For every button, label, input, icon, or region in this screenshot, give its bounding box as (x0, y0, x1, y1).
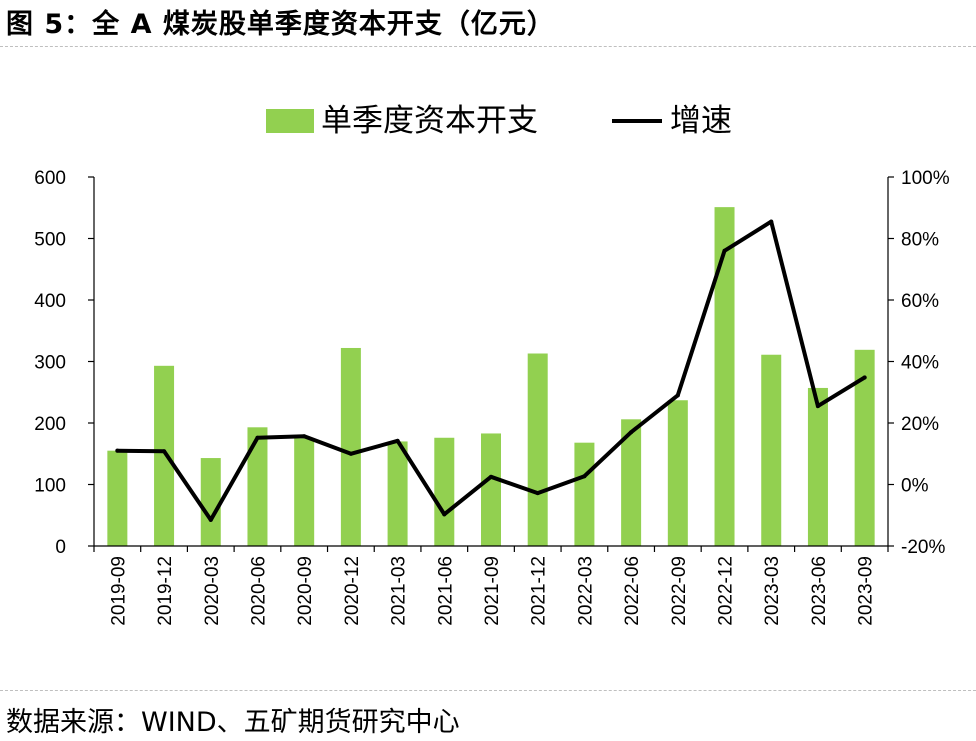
bar-2023-03 (761, 354, 782, 546)
y-right-tick-label: 100% (901, 168, 950, 189)
axes: 0 100 200 300 400 500 600 -20% 0% 20% 40% 60% 80% 100… (34, 168, 949, 626)
growth-point-2019-12 (162, 449, 167, 454)
y-right-tick-label: 80% (901, 230, 939, 251)
x-tick-label-2022-09: 2022-09 (669, 556, 690, 626)
growth-point-2020-06 (255, 435, 260, 440)
growth-point-2022-09 (675, 393, 680, 398)
y-left-tick-label: 500 (34, 230, 66, 251)
bar-2020-03 (200, 458, 221, 546)
legend-label-bar: 单季度资本开支 (321, 103, 538, 139)
growth-point-2021-06 (442, 512, 447, 517)
growth-point-2022-06 (629, 430, 634, 435)
bottom-divider (0, 690, 976, 691)
y-right-tick-label: 40% (901, 353, 939, 374)
y-left-tick-label: 0 (55, 537, 66, 558)
bar-2022-03 (574, 442, 595, 546)
y-right-tick-label: 20% (901, 414, 939, 435)
legend: 单季度资本开支 增速 (266, 103, 732, 139)
x-tick-label-2023-06: 2023-06 (809, 556, 830, 626)
bar-2021-09 (481, 433, 501, 546)
bar-2019-12 (154, 365, 175, 546)
top-divider (0, 46, 976, 47)
growth-point-2020-03 (208, 517, 213, 522)
x-tick-label-2023-03: 2023-03 (762, 556, 783, 626)
y-left-tick-label: 200 (34, 414, 66, 435)
bar-2023-09 (854, 349, 875, 546)
x-tick-label-2019-09: 2019-09 (108, 556, 129, 626)
chart: 单季度资本开支 增速 0 100 200 300 400 500 600 -20% 0% 20% 40… (34, 103, 949, 626)
y-left-tick-label: 400 (34, 291, 66, 312)
y-left-tick-label: 300 (34, 353, 66, 374)
x-tick-label-2022-12: 2022-12 (716, 556, 737, 626)
line-series (115, 219, 867, 522)
y-left-tick-label: 600 (34, 168, 66, 189)
x-tick-label-2021-09: 2021-09 (482, 556, 503, 626)
bar-2021-03 (387, 441, 408, 546)
bar-2022-12 (714, 207, 735, 546)
growth-point-2021-09 (489, 474, 493, 479)
bar-2019-09 (107, 450, 128, 546)
source-note: 数据来源：WIND、五矿期货研究中心 (6, 707, 460, 738)
x-tick-label-2020-12: 2020-12 (342, 556, 363, 626)
legend-label-line: 增速 (670, 103, 732, 139)
y-left-tick-label: 100 (34, 476, 66, 497)
growth-point-2023-09 (862, 375, 867, 380)
bar-2020-06 (247, 427, 268, 546)
bar-2023-06 (807, 387, 828, 546)
x-tick-label-2021-06: 2021-06 (435, 556, 456, 626)
y-right-tick-label: -20% (901, 537, 945, 558)
bar-2020-12 (340, 347, 361, 546)
x-tick-label-2022-03: 2022-03 (575, 556, 596, 626)
growth-point-2020-09 (302, 434, 307, 439)
x-tick-label-2021-03: 2021-03 (389, 556, 410, 626)
x-tick-label-2022-06: 2022-06 (622, 556, 643, 626)
bar-2021-06 (434, 437, 455, 546)
legend-swatch-bar (266, 109, 314, 133)
x-tick-label-2020-09: 2020-09 (295, 556, 316, 626)
y-right-tick-label: 0% (901, 476, 929, 497)
bar-2021-12 (527, 353, 548, 546)
growth-point-2022-12 (722, 248, 727, 253)
x-tick-label-2020-06: 2020-06 (248, 556, 269, 626)
bar-2022-06 (621, 419, 642, 546)
y-right-tick-label: 60% (901, 291, 939, 312)
growth-point-2020-12 (348, 451, 353, 456)
bar-2022-09 (667, 400, 688, 546)
growth-point-2021-12 (535, 491, 540, 496)
bar-2020-09 (294, 438, 315, 546)
x-tick-label-2019-12: 2019-12 (155, 556, 176, 626)
growth-point-2019-09 (115, 448, 120, 453)
growth-point-2021-03 (395, 438, 400, 443)
figure-title: 图 5：全 A 煤炭股单季度资本开支（亿元） (6, 9, 555, 40)
growth-point-2022-03 (582, 474, 587, 479)
bar-series (107, 207, 875, 546)
x-tick-label-2021-12: 2021-12 (529, 556, 550, 626)
growth-point-2023-06 (815, 404, 820, 409)
x-tick-label-2023-09: 2023-09 (856, 556, 877, 626)
growth-point-2023-03 (769, 219, 774, 224)
x-tick-label-2020-03: 2020-03 (202, 556, 223, 626)
